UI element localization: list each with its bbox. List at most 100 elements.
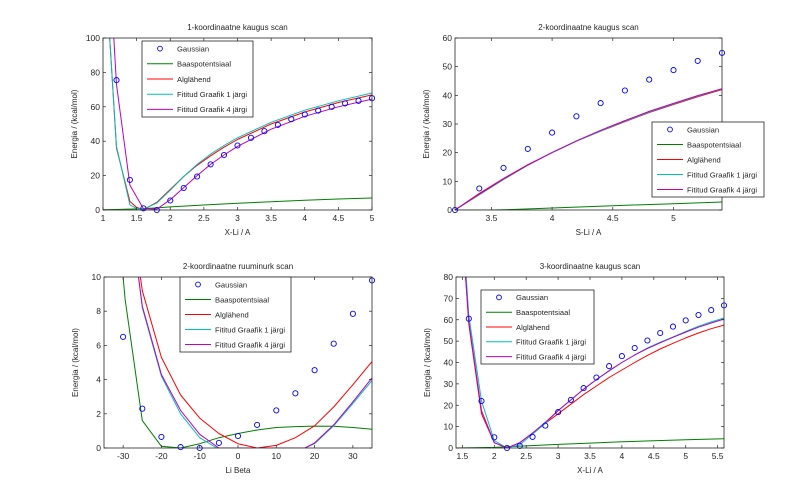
data-point-gaussian — [254, 421, 261, 428]
data-point-gaussian — [167, 197, 174, 204]
legend: Gaussian Baaspotentsiaal Alglähend Fititud … — [651, 121, 765, 198]
legend-label: Baaspotentsiaal — [516, 308, 570, 317]
x-tick-label: 5 — [370, 213, 375, 223]
y-tick-label: 40 — [444, 358, 454, 368]
legend-label: Gaussian — [516, 293, 548, 302]
y-tick-label: 8 — [96, 306, 101, 316]
x-tick-label: 2 — [168, 213, 173, 223]
y-axis-label: Energia / (kcal/mol) — [71, 328, 80, 397]
legend-item: Alglähend — [657, 155, 721, 164]
data-point-gaussian — [311, 367, 318, 374]
data-point-gaussian — [342, 100, 349, 107]
y-tick-label: 30 — [443, 119, 453, 129]
y-tick-label: 20 — [444, 400, 454, 410]
legend-item: Fititud Graafik 4 järgi — [185, 340, 285, 349]
data-point-gaussian — [328, 103, 335, 110]
data-point-gaussian — [606, 363, 613, 370]
x-tick-label: 1.5 — [131, 213, 143, 223]
data-point-gaussian — [177, 444, 184, 451]
legend: Gaussian Baaspotentsiaal Alglähend Fititud … — [480, 289, 595, 365]
subplot-3-koordinaatne-kaugus: 3-koordinaatne kaugus scan X-Li / A Ener… — [423, 262, 728, 475]
y-tick-label: 0 — [448, 443, 453, 453]
data-point-gaussian — [207, 161, 214, 168]
data-point-gaussian — [126, 176, 133, 183]
y-tick-label: 0 — [447, 205, 452, 215]
data-point-gaussian — [478, 397, 485, 405]
data-point-gaussian — [682, 317, 689, 324]
data-point-gaussian — [247, 134, 255, 141]
legend-item: Baaspotentsiaal — [147, 60, 231, 69]
data-point-gaussian — [349, 310, 356, 317]
x-axis-label: X-Li / A — [577, 466, 603, 475]
legend-item: Fititud Graafik 1 järgi — [185, 325, 285, 334]
y-tick-label: 60 — [443, 33, 453, 43]
data-point-gaussian — [670, 67, 677, 74]
y-tick-label: 60 — [91, 102, 101, 112]
x-tick-label: 2.5 — [520, 451, 532, 461]
y-axis-label: Energia / (kcal/mol) — [423, 328, 432, 397]
x-tick-label: 3 — [235, 213, 240, 223]
data-point-gaussian — [158, 433, 165, 440]
y-tick-label: 0 — [96, 443, 101, 453]
data-point-gaussian — [215, 439, 222, 446]
y-axis-label: Energia / (kcal/mol) — [70, 89, 79, 158]
data-point-gaussian — [621, 87, 628, 94]
x-tick-label: 1 — [101, 213, 106, 223]
x-tick-label: -20 — [155, 451, 168, 461]
x-tick-label: 1.5 — [456, 451, 468, 461]
y-tick-label: 80 — [444, 272, 454, 282]
legend-label: Fititud Graafik 1 järgi — [687, 170, 757, 179]
data-point-gaussian — [330, 340, 337, 347]
data-point-gaussian — [708, 307, 715, 314]
data-point-gaussian — [234, 142, 241, 149]
legend-item: Baaspotentsiaal — [657, 140, 741, 149]
data-point-gaussian — [529, 433, 536, 440]
legend-item: Baaspotentsiaal — [486, 308, 570, 317]
legend-item: Fititud Graafik 1 järgi — [147, 90, 247, 99]
x-tick-label: -30 — [117, 451, 130, 461]
subplot-2-koordinaatne-kaugus: 2-koordinaatne kaugus scan S-Li / A Ener… — [422, 23, 765, 237]
data-point-gaussian — [567, 396, 574, 403]
legend-item: Gaussian — [667, 125, 719, 134]
data-point-gaussian — [542, 422, 549, 429]
data-point-gaussian — [593, 374, 600, 381]
data-point-gaussian — [292, 390, 299, 397]
legend-label: Alglähend — [516, 323, 550, 332]
data-point-gaussian — [465, 315, 472, 322]
data-point-gaussian — [315, 107, 322, 114]
data-point-gaussian — [669, 323, 677, 330]
data-point-gaussian — [140, 205, 147, 212]
x-tick-label: 4 — [550, 213, 555, 223]
legend-label: Alglähend — [215, 310, 249, 319]
plot-title: 3-koordinaatne kaugus scan — [540, 262, 641, 271]
legend-item: Fititud Graafik 4 järgi — [147, 105, 247, 114]
x-tick-label: 2.5 — [198, 213, 210, 223]
legend-item: Baaspotentsiaal — [185, 295, 269, 304]
data-point-gaussian — [476, 185, 483, 192]
legend-label: Fititud Graafik 4 järgi — [177, 105, 247, 114]
y-tick-label: 20 — [91, 171, 101, 181]
data-point-gaussian — [220, 151, 228, 159]
x-tick-label: 5.5 — [712, 451, 724, 461]
legend-item: Fititud Graafik 1 järgi — [486, 338, 586, 347]
legend-marker-icon — [496, 294, 502, 301]
legend-label: Fititud Graafik 1 järgi — [516, 338, 586, 347]
series-line-fititud-graafik-4-j-rgi — [138, 277, 372, 448]
x-tick-label: 5 — [683, 451, 688, 461]
series-line-fititud-graafik-4-j-rgi — [455, 88, 722, 210]
data-point-gaussian — [555, 409, 562, 416]
data-point-gaussian — [516, 442, 523, 449]
data-point-gaussian — [695, 311, 702, 319]
data-point-gaussian — [500, 164, 507, 171]
series-line-fititud-graafik-4-j-rgi — [465, 277, 724, 448]
x-tick-label: 30 — [348, 451, 358, 461]
subplot-2-koordinaatne-ruuminurk: 2-koordinaatne ruuminurk scan Li Beta En… — [71, 262, 376, 475]
plot-title: 1-koordinaatne kaugus scan — [187, 23, 288, 32]
data-point-gaussian — [301, 111, 308, 118]
x-tick-label: 4.5 — [648, 451, 660, 461]
data-point-gaussian — [139, 405, 146, 412]
legend-marker-icon — [157, 45, 163, 52]
series-line-fititud-graafik-1-j-rgi — [109, 38, 372, 210]
x-axis-label: Li Beta — [226, 466, 251, 475]
data-point-gaussian — [355, 97, 362, 104]
